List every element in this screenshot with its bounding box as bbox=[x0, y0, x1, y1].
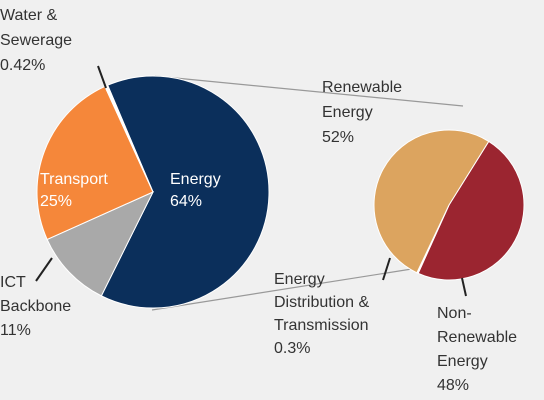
value-label: 0.42% bbox=[0, 57, 45, 74]
category-label: Water & Sewerage bbox=[0, 7, 72, 49]
category-line: Renewable bbox=[322, 79, 402, 96]
leader-line bbox=[35, 257, 53, 282]
category-line: Water & bbox=[0, 7, 58, 24]
slice-label: Non- Renewable Energy 48% bbox=[437, 305, 517, 394]
category-label: Renewable Energy bbox=[322, 79, 402, 121]
category-label: Energy bbox=[170, 171, 221, 188]
slice-label: Transport 25% bbox=[40, 171, 108, 210]
value-label: 0.3% bbox=[274, 340, 310, 357]
category-label: Non- Renewable Energy bbox=[437, 305, 517, 370]
connector-line bbox=[154, 75, 464, 107]
pie-slice bbox=[373, 129, 490, 274]
slice-label: Water & Sewerage 0.42% bbox=[0, 7, 72, 74]
value-label: 11% bbox=[0, 322, 31, 339]
category-line: Non- bbox=[437, 305, 472, 322]
value-label: 64% bbox=[170, 193, 202, 210]
category-line: ICT bbox=[0, 274, 26, 291]
value-label: 52% bbox=[322, 129, 354, 146]
category-label: Transport bbox=[40, 171, 108, 188]
category-label: ICT Backbone bbox=[0, 274, 71, 315]
leader-line bbox=[382, 257, 391, 281]
slice-label: Renewable Energy 52% bbox=[322, 79, 402, 146]
category-label: Energy Distribution & Transmission bbox=[274, 271, 369, 334]
category-line: Sewerage bbox=[0, 32, 72, 49]
connector-line bbox=[151, 267, 419, 311]
value-label: 48% bbox=[437, 377, 469, 394]
category-line: Transport bbox=[40, 171, 108, 188]
pie-slice bbox=[36, 85, 154, 241]
slice-label: ICT Backbone 11% bbox=[0, 274, 71, 339]
pie-slice bbox=[46, 190, 155, 297]
slice-label: Energy Distribution & Transmission 0.3% bbox=[274, 271, 369, 357]
leader-line bbox=[461, 277, 467, 297]
category-line: Backbone bbox=[0, 298, 71, 315]
category-line: Distribution & bbox=[274, 294, 369, 311]
category-line: Energy bbox=[437, 353, 488, 370]
slice-label: Energy 64% bbox=[170, 171, 221, 210]
category-line: Energy bbox=[322, 104, 373, 121]
category-line: Energy bbox=[274, 271, 325, 288]
category-line: Renewable bbox=[437, 329, 517, 346]
category-line: Transmission bbox=[274, 317, 369, 334]
value-label: 25% bbox=[40, 193, 72, 210]
category-line: Energy bbox=[170, 171, 221, 188]
pie-slice bbox=[100, 75, 270, 309]
pie-slice bbox=[417, 140, 525, 281]
leader-line bbox=[97, 65, 107, 89]
